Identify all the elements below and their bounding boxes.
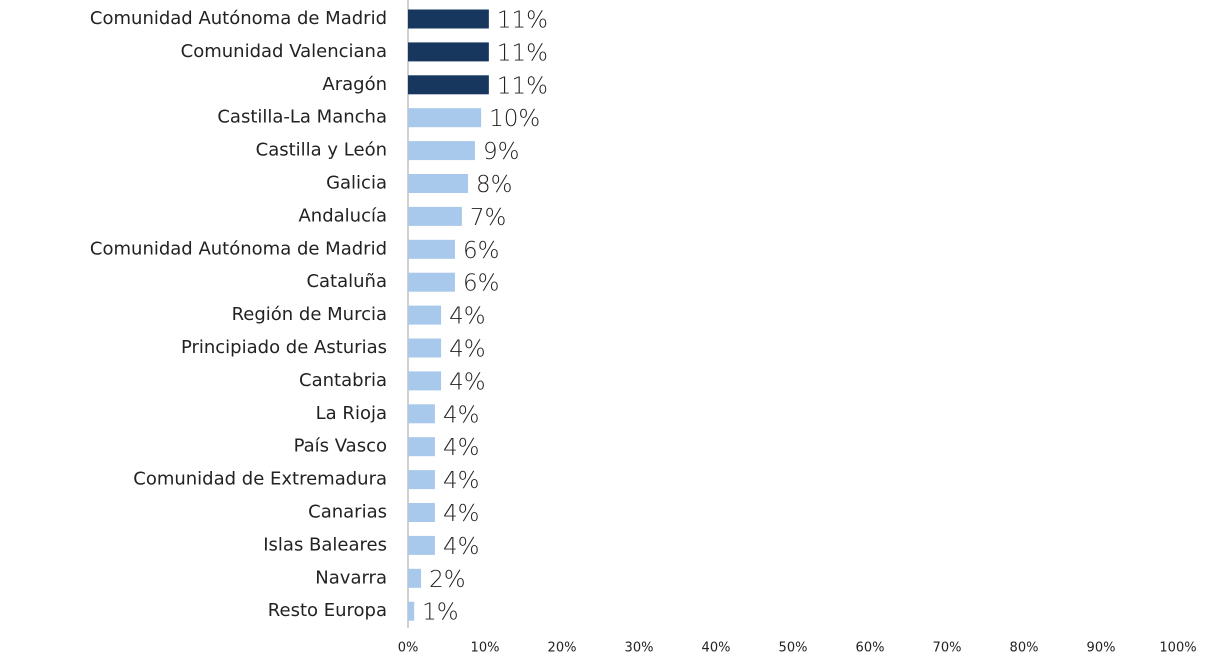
x-tick-label: 60%	[856, 641, 885, 656]
bar	[408, 239, 455, 259]
bar	[408, 75, 489, 95]
category-label: Castilla-La Mancha	[217, 107, 387, 128]
value-label: 6%	[463, 238, 500, 264]
x-tick-label: 10%	[471, 641, 500, 656]
x-tick-label: 20%	[548, 641, 577, 656]
category-label: Aragón	[322, 74, 387, 95]
category-label: La Rioja	[316, 403, 387, 424]
category-label: Comunidad Autónoma de Madrid	[90, 8, 387, 29]
category-label: Islas Baleares	[263, 534, 387, 555]
x-tick-label: 70%	[933, 641, 962, 656]
value-label: 8%	[476, 172, 513, 198]
value-label: 11%	[497, 73, 548, 99]
x-tick-label: 30%	[625, 641, 654, 656]
value-label: 4%	[449, 304, 486, 330]
bar	[408, 535, 435, 555]
bar	[408, 174, 469, 193]
bar	[408, 404, 435, 424]
value-label: 7%	[470, 205, 507, 231]
bar	[408, 437, 435, 457]
value-label: 4%	[443, 468, 480, 494]
category-label: Andalucía	[298, 205, 387, 226]
x-tick-label: 90%	[1087, 641, 1116, 656]
bar	[408, 371, 442, 391]
category-label: Comunidad de Extremadura	[133, 469, 387, 490]
bar	[408, 503, 435, 522]
category-label: Comunidad Autónoma de Madrid	[90, 238, 387, 259]
value-label: 4%	[449, 337, 486, 363]
category-label: Navarra	[315, 567, 387, 588]
category-label: Cataluña	[306, 271, 387, 292]
category-label: Región de Murcia	[232, 304, 387, 325]
value-label: 11%	[497, 40, 548, 66]
bar	[408, 338, 442, 358]
bar	[408, 601, 415, 621]
value-label: 2%	[429, 567, 466, 593]
category-label: Galicia	[326, 173, 387, 194]
bar	[408, 108, 482, 128]
category-label: País Vasco	[294, 436, 387, 457]
bar	[408, 272, 455, 292]
value-label: 4%	[443, 435, 480, 461]
category-label: Resto Europa	[268, 600, 387, 621]
value-label: 6%	[463, 271, 500, 297]
bar	[408, 470, 435, 490]
value-label: 9%	[483, 139, 520, 165]
bar	[408, 305, 442, 325]
value-label: 4%	[449, 369, 486, 395]
bar	[408, 206, 462, 226]
value-label: 1%	[422, 600, 459, 626]
x-tick-label: 80%	[1010, 641, 1039, 656]
x-tick-label: 50%	[779, 641, 808, 656]
bar	[408, 9, 489, 29]
value-label: 10%	[489, 106, 540, 132]
x-tick-label: 100%	[1159, 641, 1196, 656]
value-label: 11%	[497, 8, 548, 34]
category-label: Principiado de Asturias	[181, 337, 387, 358]
bar	[408, 42, 489, 62]
bar	[408, 568, 422, 588]
category-label: Comunidad Valenciana	[181, 41, 387, 62]
value-label: 4%	[443, 402, 480, 428]
category-label: Cantabria	[299, 370, 387, 391]
x-tick-label: 40%	[702, 641, 731, 656]
value-label: 4%	[443, 534, 480, 560]
category-label: Castilla y León	[256, 140, 387, 161]
category-label: Canarias	[308, 502, 387, 523]
x-tick-label: 0%	[398, 641, 419, 656]
bar	[408, 141, 475, 161]
value-label: 4%	[443, 501, 480, 527]
